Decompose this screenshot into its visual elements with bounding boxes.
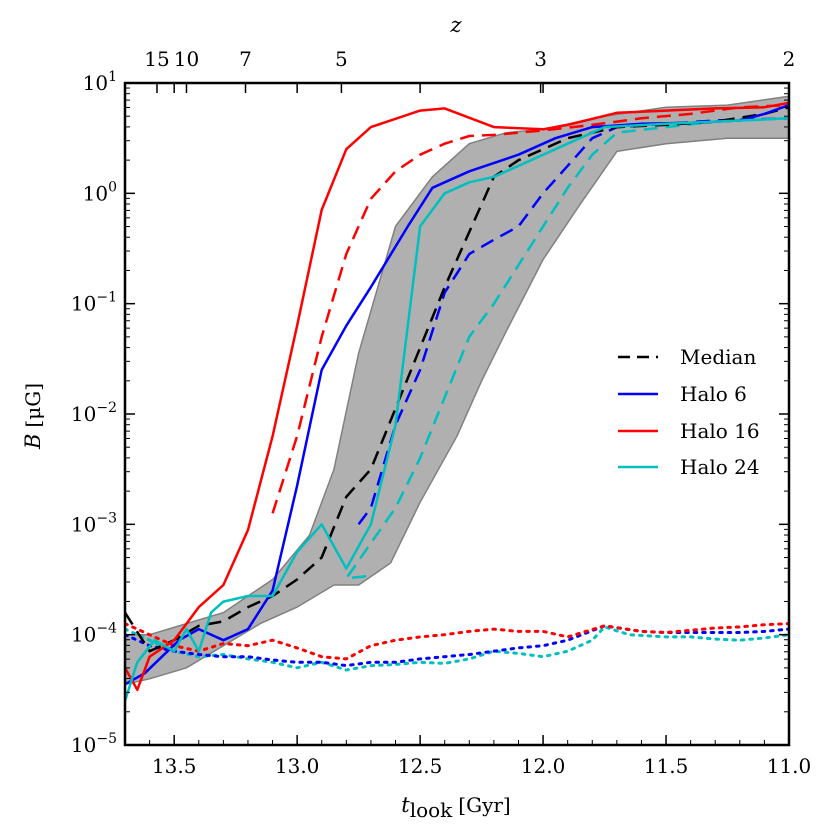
svg-text:B[μG]: B [μG]: [21, 383, 45, 450]
series-halo24-dotted: [125, 625, 789, 672]
x-tick-label: 13.5: [152, 754, 197, 778]
z-tick-label: 10: [174, 47, 199, 71]
legend-label-halo6: Halo 6: [680, 382, 747, 406]
x-axis-title-main: t: [401, 793, 410, 817]
x-tick-label: 11.0: [767, 754, 812, 778]
y-tick-label: 10−1: [71, 290, 117, 316]
series-halo24: [125, 117, 789, 702]
y-tick-label: 10−2: [71, 400, 117, 426]
x-tick-label: 12.5: [398, 754, 443, 778]
legend-label-median: Median: [680, 345, 756, 369]
series-halo16-dashed: [271, 103, 789, 514]
y-tick-label: 10−5: [71, 731, 117, 757]
x-tick-label: 13.0: [275, 754, 320, 778]
series-halo16-dotted: [125, 622, 789, 661]
legend: Median Halo 6 Halo 16 Halo 24: [618, 345, 760, 479]
y-axis-title-main: B: [21, 434, 45, 450]
series-halo6-dotted: [125, 624, 789, 668]
y-tick-label: 10−4: [71, 621, 117, 647]
z-tick-label: 2: [783, 47, 796, 71]
series-halo16: [125, 101, 789, 692]
z-tick-label: 3: [534, 47, 547, 71]
series-halo24-dashed: [345, 117, 789, 580]
x-axis-title-unit: [Gyr]: [458, 793, 510, 817]
y-tick-label: 101: [83, 69, 117, 95]
z-tick-label: 15: [144, 47, 169, 71]
x-axis-title: tlook [Gyr]: [401, 793, 511, 822]
band-layer: [125, 95, 789, 686]
percentile-band: [125, 95, 789, 686]
top-axis-title: z: [449, 13, 462, 37]
legend-label-halo24: Halo 24: [680, 455, 760, 479]
x-tick-label: 11.5: [644, 754, 689, 778]
y-axis-title: B [μG]: [21, 383, 45, 450]
svg-text:tlook[Gyr]: tlook [Gyr]: [401, 793, 511, 822]
x-tick-label: 12.0: [521, 754, 566, 778]
ticks-layer: 13.5 13.0 12.5 12.0 11.5 11.0 15 10 7 5 3 2 10−5 10−4…: [71, 47, 811, 778]
x-axis-title-sub: look: [410, 798, 453, 822]
y-tick-label: 10−3: [71, 510, 117, 536]
z-tick-label: 7: [239, 47, 252, 71]
z-tick-label: 5: [335, 47, 348, 71]
y-axis-title-unit: [μG]: [21, 383, 45, 428]
legend-label-halo16: Halo 16: [680, 419, 760, 443]
y-tick-label: 100: [83, 179, 117, 205]
series-layer: [125, 101, 789, 702]
